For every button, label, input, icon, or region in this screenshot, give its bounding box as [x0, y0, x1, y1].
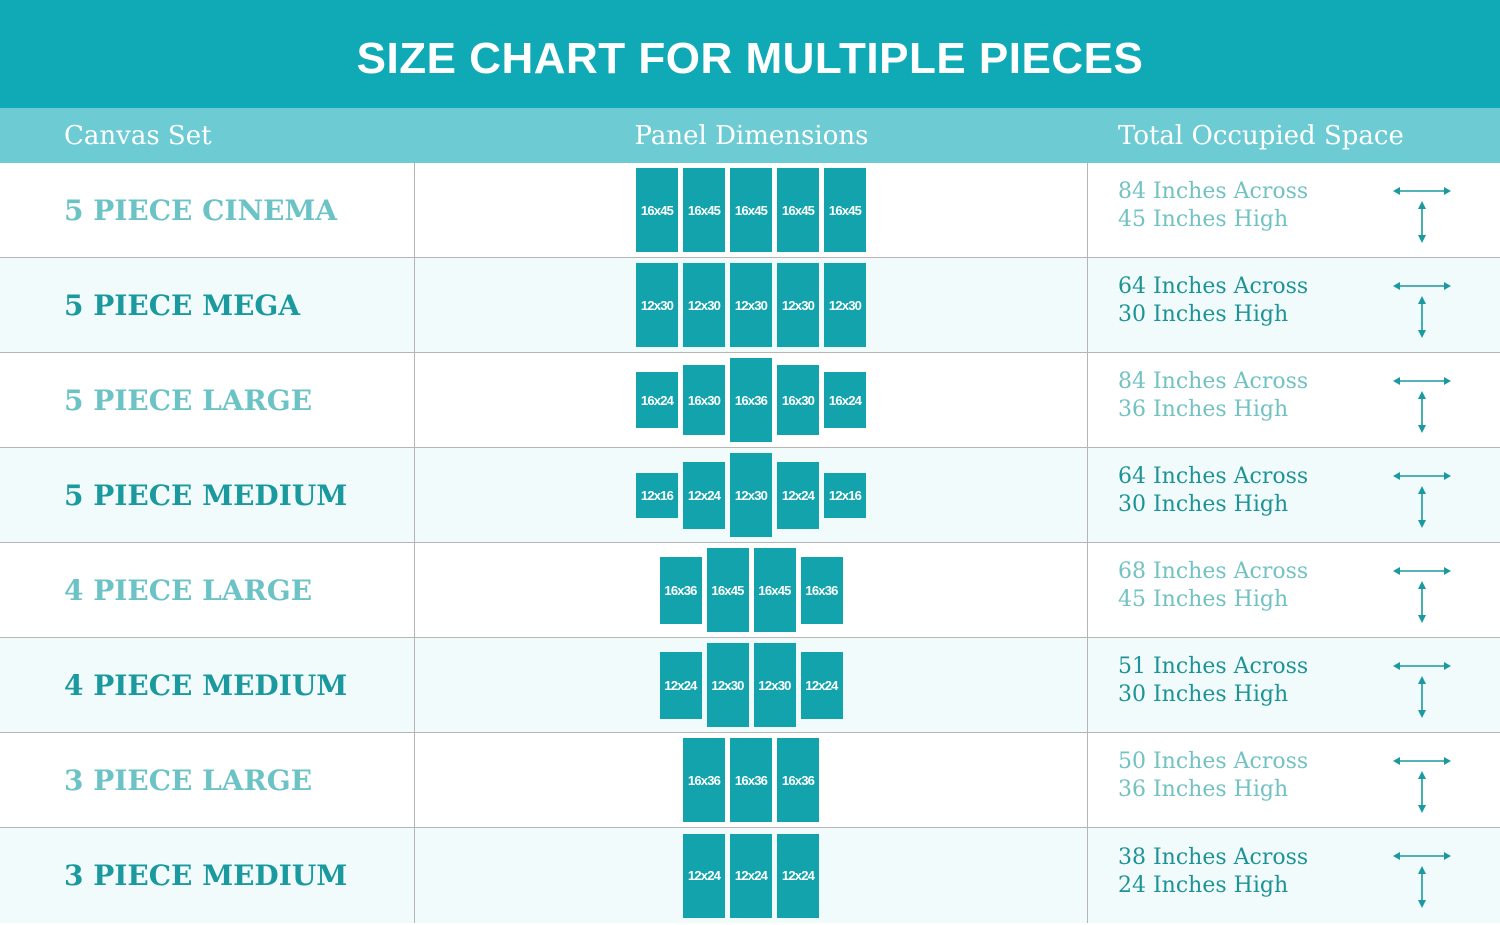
canvas-set-name: 5 PIECE MEGA	[0, 258, 415, 352]
table-row: 4 PIECE LARGE 16x36 16x45 16x45 16x36 68 In…	[0, 543, 1500, 638]
total-space: 84 Inches Across 45 Inches High	[1088, 163, 1500, 257]
dimension-arrows-icon	[1393, 848, 1451, 908]
table-row: 5 PIECE LARGE 16x24 16x30 16x36 16x30 16x24 …	[0, 353, 1500, 448]
total-space: 50 Inches Across 36 Inches High	[1088, 733, 1500, 827]
canvas-set-name: 4 PIECE MEDIUM	[0, 638, 415, 732]
high-text: 36 Inches High	[1118, 397, 1289, 422]
panel: 16x30	[777, 365, 819, 435]
panel: 12x24	[659, 651, 702, 719]
panel: 12x24	[730, 833, 772, 918]
table-row: 4 PIECE MEDIUM 12x24 12x30 12x30 12x24 51 I…	[0, 638, 1500, 733]
panel-dimensions: 16x45 16x45 16x45 16x45 16x45	[415, 163, 1088, 257]
dimension-arrows-icon	[1393, 183, 1451, 243]
high-text: 30 Inches High	[1118, 492, 1289, 517]
across-text: 64 Inches Across	[1118, 274, 1309, 299]
across-text: 68 Inches Across	[1118, 559, 1309, 584]
table-row: 5 PIECE MEGA 12x30 12x30 12x30 12x30 12x30 6…	[0, 258, 1500, 353]
total-space: 51 Inches Across 30 Inches High	[1088, 638, 1500, 732]
total-space: 38 Inches Across 24 Inches High	[1088, 828, 1500, 923]
panel: 16x36	[659, 556, 702, 624]
panel: 16x24	[636, 372, 678, 428]
dimension-arrows-icon	[1393, 373, 1451, 433]
panel-dimensions: 16x36 16x45 16x45 16x36	[415, 543, 1088, 637]
panel: 16x45	[777, 168, 819, 252]
panel: 12x30	[706, 643, 749, 727]
panel: 16x36	[730, 358, 772, 442]
total-space: 84 Inches Across 36 Inches High	[1088, 353, 1500, 447]
panel: 16x36	[800, 556, 843, 624]
panel-dimensions: 12x24 12x30 12x30 12x24	[415, 638, 1088, 732]
canvas-set-name: 3 PIECE MEDIUM	[0, 828, 415, 923]
panel-dimensions: 12x30 12x30 12x30 12x30 12x30	[415, 258, 1088, 352]
panel: 12x30	[753, 643, 796, 727]
panel: 16x45	[824, 168, 866, 252]
high-text: 45 Inches High	[1118, 587, 1289, 612]
dimension-arrows-icon	[1393, 468, 1451, 528]
panel: 12x24	[683, 461, 725, 529]
canvas-set-name: 5 PIECE LARGE	[0, 353, 415, 447]
panel: 16x36	[730, 738, 772, 822]
panel: 12x30	[683, 263, 725, 347]
panel: 16x45	[683, 168, 725, 252]
panel: 12x24	[683, 833, 725, 918]
across-text: 64 Inches Across	[1118, 464, 1309, 489]
total-space: 68 Inches Across 45 Inches High	[1088, 543, 1500, 637]
total-space: 64 Inches Across 30 Inches High	[1088, 258, 1500, 352]
dimension-arrows-icon	[1393, 278, 1451, 338]
dimension-arrows-icon	[1393, 563, 1451, 623]
across-text: 84 Inches Across	[1118, 179, 1309, 204]
total-space: 64 Inches Across 30 Inches High	[1088, 448, 1500, 542]
panel: 12x24	[800, 651, 843, 719]
high-text: 36 Inches High	[1118, 777, 1289, 802]
across-text: 38 Inches Across	[1118, 844, 1309, 870]
panel: 12x24	[777, 461, 819, 529]
panel: 16x45	[636, 168, 678, 252]
panel: 12x30	[730, 263, 772, 347]
high-text: 24 Inches High	[1118, 872, 1289, 898]
panel: 12x30	[730, 453, 772, 537]
panel: 16x36	[683, 738, 725, 822]
panel-dimensions: 16x36 16x36 16x36	[415, 733, 1088, 827]
panel: 12x30	[824, 263, 866, 347]
high-text: 30 Inches High	[1118, 302, 1289, 327]
panel: 16x45	[706, 548, 749, 632]
table-row: 5 PIECE CINEMA 16x45 16x45 16x45 16x45 16x45…	[0, 163, 1500, 258]
table-row: 3 PIECE MEDIUM 12x24 12x24 12x24 38 Inches…	[0, 828, 1500, 923]
panel: 12x16	[824, 472, 866, 518]
panel-dimensions: 16x24 16x30 16x36 16x30 16x24	[415, 353, 1088, 447]
across-text: 50 Inches Across	[1118, 749, 1309, 774]
title-bar: SIZE CHART FOR MULTIPLE PIECES	[0, 0, 1500, 108]
panel-dimensions: 12x24 12x24 12x24	[415, 828, 1088, 923]
panel: 16x30	[683, 365, 725, 435]
panel: 16x45	[730, 168, 772, 252]
canvas-set-name: 5 PIECE CINEMA	[0, 163, 415, 257]
across-text: 84 Inches Across	[1118, 369, 1309, 394]
column-header-panel-dimensions: Panel Dimensions	[634, 120, 869, 151]
canvas-set-name: 4 PIECE LARGE	[0, 543, 415, 637]
panel-dimensions: 12x16 12x24 12x30 12x24 12x16	[415, 448, 1088, 542]
table-row: 5 PIECE MEDIUM 12x16 12x24 12x30 12x24 12x16…	[0, 448, 1500, 543]
panel: 12x16	[636, 472, 678, 518]
column-header-total-space: Total Occupied Space	[1118, 120, 1404, 151]
canvas-set-name: 5 PIECE MEDIUM	[0, 448, 415, 542]
page-title: SIZE CHART FOR MULTIPLE PIECES	[356, 34, 1144, 83]
column-header-canvas-set: Canvas Set	[64, 120, 212, 151]
panel: 16x36	[777, 738, 819, 822]
panel: 16x24	[824, 372, 866, 428]
table-row: 3 PIECE LARGE 16x36 16x36 16x36 50 Inches …	[0, 733, 1500, 828]
panel: 12x30	[777, 263, 819, 347]
panel: 12x24	[777, 833, 819, 918]
dimension-arrows-icon	[1393, 658, 1451, 718]
dimension-arrows-icon	[1393, 753, 1451, 813]
canvas-set-name: 3 PIECE LARGE	[0, 733, 415, 827]
high-text: 30 Inches High	[1118, 682, 1289, 707]
table-body: 5 PIECE CINEMA 16x45 16x45 16x45 16x45 16x45…	[0, 163, 1500, 923]
panel: 16x45	[753, 548, 796, 632]
table-header: Canvas Set Panel Dimensions Total Occupi…	[0, 108, 1500, 163]
across-text: 51 Inches Across	[1118, 654, 1309, 679]
panel: 12x30	[636, 263, 678, 347]
high-text: 45 Inches High	[1118, 207, 1289, 232]
